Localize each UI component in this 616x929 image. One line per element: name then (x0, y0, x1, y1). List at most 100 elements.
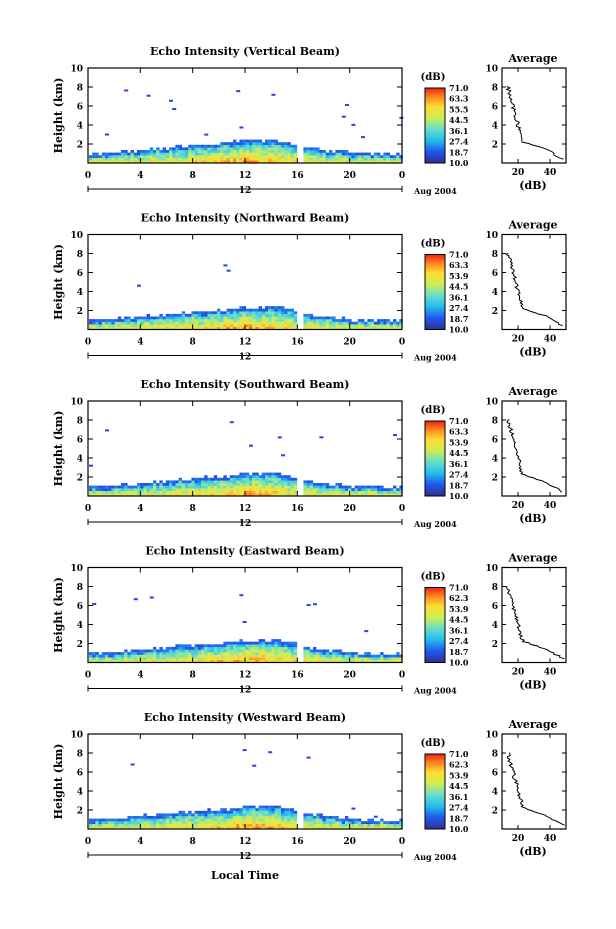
heatmap-cell (165, 485, 170, 489)
heatmap-cell (239, 646, 243, 650)
heatmap-cell (274, 316, 278, 320)
heatmap-cell (92, 821, 96, 824)
heatmap-cell (309, 321, 314, 325)
heatmap-cell (236, 826, 240, 830)
heatmap-cell (117, 316, 122, 320)
heatmap-cell (172, 649, 176, 653)
heatmap-cell (229, 313, 234, 317)
heatmap-cell (277, 808, 282, 811)
heatmap-cell (207, 160, 211, 164)
heatmap-cell (156, 821, 160, 824)
heatmap-cell (92, 485, 96, 489)
heatmap-cell (303, 160, 307, 164)
heatmap-cell (354, 321, 358, 325)
heatmap-cell (265, 485, 269, 489)
day-label: 12 (239, 686, 252, 696)
heatmap-cell (274, 488, 278, 491)
heatmap-cell (220, 144, 224, 148)
heatmap-cell (361, 157, 365, 161)
heatmap-cell (165, 321, 170, 325)
heatmap-cell (239, 326, 243, 330)
heatmap-cell (338, 654, 342, 658)
heatmap-cell (335, 659, 339, 663)
heatmap-cell (92, 155, 96, 158)
heatmap-cell (229, 649, 234, 653)
heatmap-cell (319, 490, 323, 494)
heatmap-cell (364, 490, 368, 494)
heatmap-cell (309, 480, 314, 484)
heatmap-cell (399, 826, 403, 830)
heatmap-cell (252, 490, 256, 494)
heatmap-cell (156, 155, 160, 158)
heatmap-cell (207, 813, 211, 817)
heatmap-cell (108, 324, 112, 328)
heatmap-cell (258, 816, 262, 819)
heatmap-cell (236, 480, 240, 484)
heatmap-cell (207, 493, 211, 497)
heatmap-cell (201, 493, 205, 497)
heatmap-cell (133, 659, 138, 663)
heatmap-cell (191, 155, 195, 158)
heatmap-cell (252, 485, 256, 489)
heatmap-cell (169, 823, 173, 827)
heatmap-cell (130, 652, 134, 655)
heatmap-cell (114, 823, 118, 827)
heatmap-cell (258, 821, 262, 824)
heatmap-cell (309, 649, 314, 653)
heatmap-cell (124, 160, 128, 164)
heatmap-cell (284, 313, 288, 317)
heatmap-cell (290, 649, 294, 653)
heatmap-cell (287, 147, 291, 151)
heatmap-cell (335, 490, 339, 494)
heatmap-cell (373, 324, 378, 328)
heatmap-cell (293, 488, 298, 491)
heatmap-cell (345, 326, 349, 330)
heatmap-cell (245, 488, 250, 491)
heatmap-cell (367, 326, 371, 330)
heatmap-cell (287, 152, 291, 156)
heatmap-cell (233, 313, 237, 317)
heatmap-cell (335, 483, 339, 486)
colorbar-label: 18.7 (449, 813, 468, 823)
heatmap-cell (316, 160, 320, 164)
heatmap-cell (309, 652, 314, 655)
heatmap-cell (277, 150, 282, 153)
heatmap-cell (229, 160, 234, 164)
heatmap-cell (127, 316, 131, 320)
heatmap-cell (265, 652, 269, 655)
heatmap-cell (293, 483, 298, 486)
heatmap-cell (133, 649, 138, 653)
profile-xlabel: (dB) (519, 679, 546, 692)
heatmap-cell (181, 319, 186, 322)
heatmap-cell (268, 485, 272, 489)
heatmap-cell (361, 826, 365, 830)
heatmap-cell (140, 816, 144, 819)
heatmap-cell (309, 488, 314, 491)
heatmap-cell (178, 144, 182, 148)
heatmap-cell (121, 324, 125, 328)
heatmap-cell (341, 152, 346, 156)
heatmap-cell (245, 657, 250, 661)
heatmap-cell (156, 147, 160, 151)
heatmap-cell (316, 147, 320, 151)
heatmap-cell (111, 155, 115, 158)
heatmap-cell (351, 326, 355, 330)
heatmap-cell (207, 485, 211, 489)
heatmap-cell (111, 152, 115, 156)
heatmap-cell (316, 485, 320, 489)
heatmap-cell (223, 808, 227, 811)
heatmap-cell (181, 818, 186, 822)
colorbar-label: 63.3 (449, 94, 469, 104)
heatmap-cell (309, 823, 314, 827)
heatmap-cell (287, 816, 291, 819)
heatmap-cell (172, 659, 176, 663)
heatmap-cell (249, 490, 253, 494)
heatmap-cell (242, 808, 246, 811)
heatmap-cell (245, 485, 250, 489)
heatmap-cell (389, 490, 394, 494)
heatmap-cell (172, 150, 176, 153)
heatmap-cell (268, 649, 272, 653)
heatmap-cell (236, 160, 240, 164)
heatmap-cell (354, 160, 358, 164)
heatmap-cell (156, 649, 160, 653)
